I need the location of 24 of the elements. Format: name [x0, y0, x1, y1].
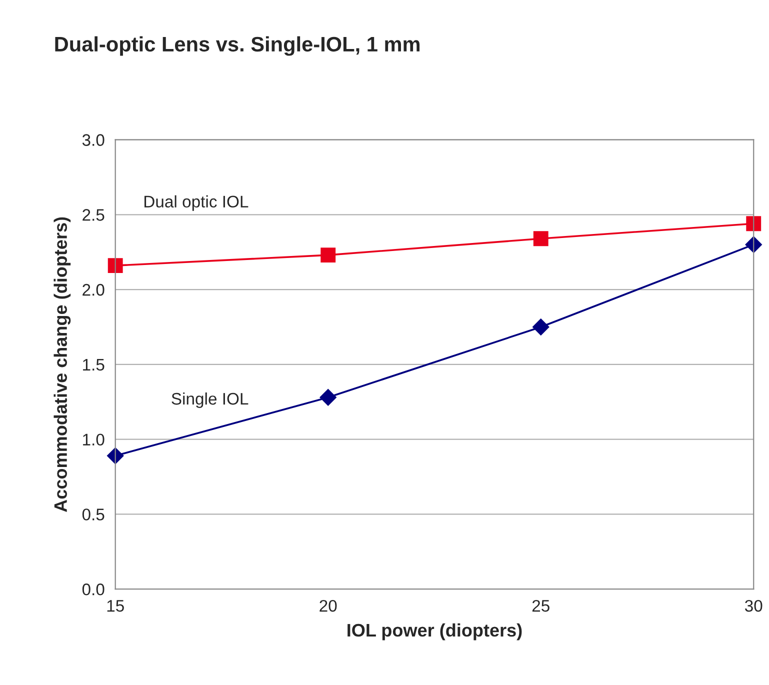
- x-tick-label: 15: [107, 600, 124, 612]
- point: [533, 231, 548, 246]
- y-tick-label: 1.0: [83, 434, 104, 446]
- series-label: Single IOL: [172, 392, 248, 408]
- y-tick-label: 0.5: [82, 508, 104, 520]
- point: [108, 258, 123, 274]
- y-tick-label: 2.5: [82, 209, 104, 221]
- x-tick-label: 30: [744, 600, 762, 612]
- point: [745, 236, 762, 253]
- y-tick-label: 3.0: [82, 134, 104, 146]
- point: [532, 318, 550, 336]
- y-tick-label: 0.0: [82, 584, 104, 596]
- text: Dual optic IOL: [144, 195, 248, 211]
- x-tick-label: 20: [320, 600, 337, 612]
- x-tick-label: 25: [532, 600, 550, 612]
- point: [746, 216, 762, 232]
- y-tick-label: 1.5: [83, 358, 104, 371]
- point: [320, 388, 336, 406]
- point: [106, 447, 124, 464]
- x-axis-title: IOL power (diopters): [348, 623, 522, 640]
- y-tick-label: 2.0: [82, 284, 104, 296]
- chart-title: Dual-optic Lens vs. Single-IOL, 1 mm: [55, 36, 420, 56]
- point: [320, 248, 336, 263]
- y-axis-title: Accommodative change (diopters): [54, 217, 71, 512]
